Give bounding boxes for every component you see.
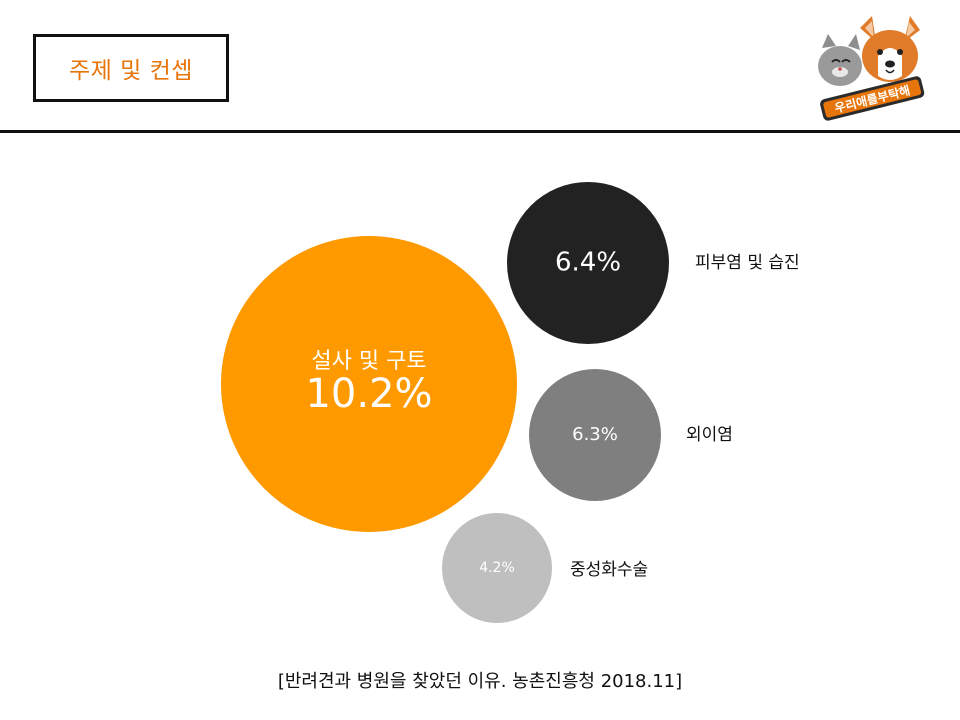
bubble-label-2: 외이염 (686, 425, 733, 445)
bubble-value-0: 10.2% (305, 371, 432, 417)
bubble-value-1: 6.4% (555, 248, 621, 278)
bubble-label-0: 설사 및 구토 (311, 349, 426, 374)
bubble-value-3: 4.2% (479, 560, 515, 576)
source-caption: [반려견과 병원을 찾았던 이유. 농촌진흥청 2018.11] (277, 671, 683, 692)
bubble-1 (507, 182, 669, 344)
page-title: 주제 및 컨셉 (69, 58, 193, 84)
bubble-value-2: 6.3% (572, 424, 618, 445)
bubble-label-1: 피부염 및 습진 (695, 253, 800, 273)
logo: 우리애를부탁해 (818, 16, 925, 121)
bubble-label-3: 중성화수술 (570, 560, 648, 580)
divider (0, 130, 960, 133)
title-box: 주제 및 컨셉 (33, 34, 229, 102)
bubble-3 (442, 513, 552, 623)
bubble-2 (529, 369, 661, 501)
bubble-0 (221, 236, 517, 532)
